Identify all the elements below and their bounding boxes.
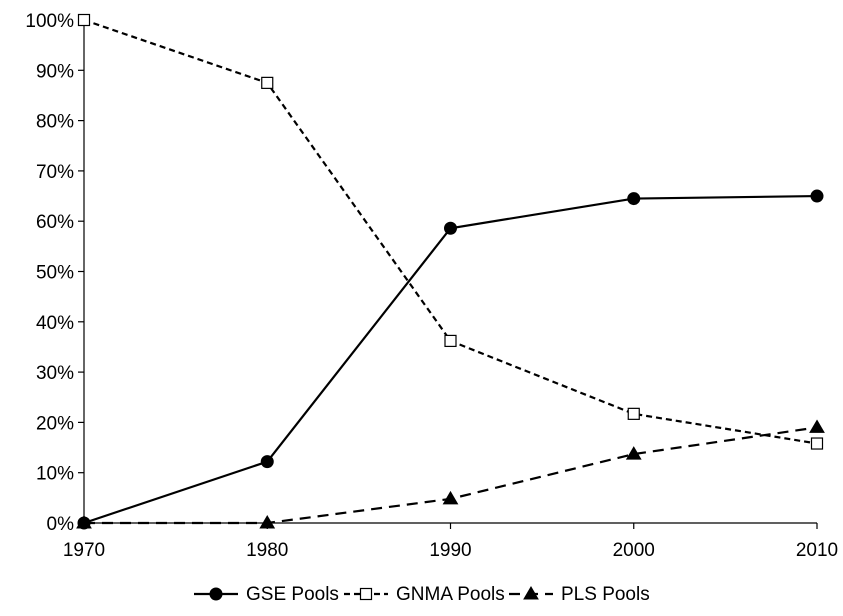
y-tick-label: 60% [36,212,74,233]
series-line-2 [84,426,818,525]
data-point-series-2 [809,419,825,433]
legend-item-2: PLS Pools [509,584,650,605]
data-point-series-1 [444,334,457,348]
legend-item-1: GNMA Pools [344,584,505,605]
y-tick-label: 70% [36,162,74,183]
y-tick-label: 50% [36,263,74,284]
series-lines [83,18,818,525]
x-tick-label: 1990 [429,540,471,561]
x-tick-label: 2010 [796,540,838,561]
x-tick-label: 2000 [613,540,655,561]
x-axis-ticks: 1970 1980 1990 2000 2010 [63,523,838,561]
y-tick-label: 40% [36,313,74,334]
data-point-series-2 [259,515,276,529]
y-tick-label: 90% [36,61,74,82]
y-axis-ticks: 0% 10% 20% 30% 40% 50% 60% 70% 80% 90% 100% [25,11,84,535]
legend-marker [523,586,539,600]
y-tick-label: 20% [36,413,74,434]
data-point-series-2 [442,490,459,505]
data-point-series-1 [627,407,640,420]
data-point-series-0 [260,455,274,469]
data-point-series-0 [444,221,457,235]
legend-item-0: GSE Pools [194,584,339,605]
series-markers [76,13,825,530]
legend-label: PLS Pools [561,584,650,605]
data-point-series-0 [810,189,824,203]
data-point-series-2 [76,515,92,529]
axes [83,20,817,524]
y-tick-label: 30% [36,363,74,384]
data-point-series-2 [625,446,642,460]
x-tick-label: 1970 [63,540,105,561]
legend-label: GSE Pools [246,584,339,605]
data-point-series-1 [77,13,91,27]
series-line-0 [83,194,818,525]
data-point-series-0 [627,192,641,206]
y-tick-label: 100% [25,11,74,32]
data-point-series-1 [810,437,824,450]
legend-marker [359,587,373,601]
legend: GSE Pools GNMA Pools PLS Pools [194,584,650,605]
data-point-series-1 [261,76,274,89]
y-tick-label: 10% [36,464,74,485]
y-tick-label: 80% [36,112,74,133]
y-tick-label: 0% [47,514,75,535]
legend-marker [209,587,223,601]
legend-label: GNMA Pools [396,584,505,605]
x-tick-label: 1980 [246,540,288,561]
